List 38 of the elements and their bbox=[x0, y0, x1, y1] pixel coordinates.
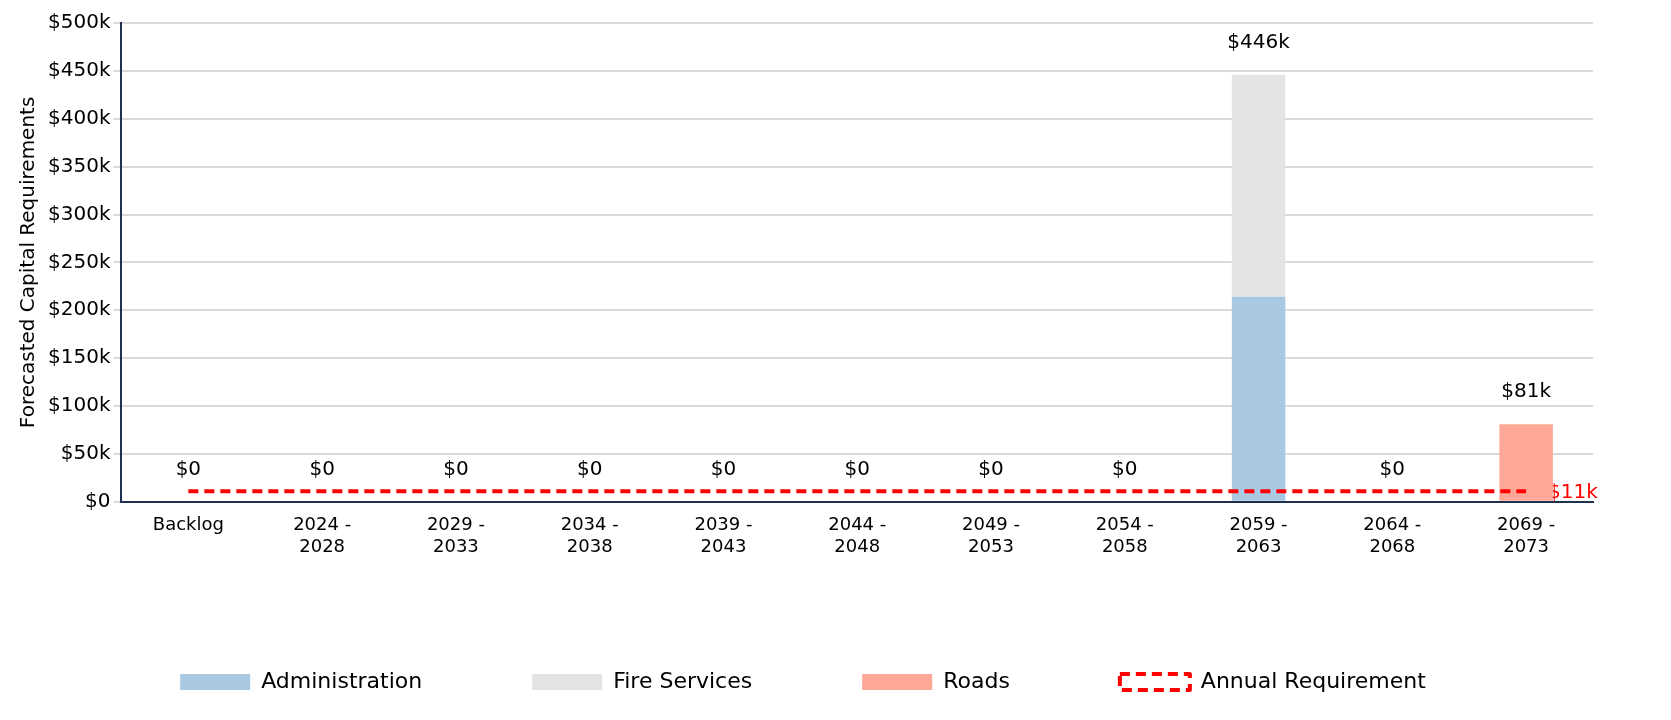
y-tick-label: $450k bbox=[48, 57, 111, 82]
legend-label: Annual Requirement bbox=[1200, 667, 1427, 693]
y-tick-label: $350k bbox=[48, 152, 111, 177]
legend-label: Fire Services bbox=[613, 667, 753, 693]
y-tick-label: $400k bbox=[48, 104, 111, 129]
x-tick-label: 2039 - 2043 bbox=[694, 513, 753, 556]
x-tick-label: 2034 - 2038 bbox=[560, 513, 619, 556]
y-tick-label: $150k bbox=[48, 344, 111, 369]
total-label: $81k bbox=[1501, 378, 1552, 403]
total-label: $0 bbox=[175, 456, 202, 480]
total-label: $0 bbox=[443, 456, 469, 480]
total-label: $446k bbox=[1227, 28, 1291, 53]
legend-label: Roads bbox=[943, 667, 1010, 693]
x-tick-label: Backlog bbox=[152, 513, 224, 535]
x-tick-label: 2064 - 2068 bbox=[1363, 513, 1422, 556]
total-label: $0 bbox=[710, 456, 737, 480]
y-tick-label: $0 bbox=[85, 488, 111, 512]
y-tick-label: $500k bbox=[48, 9, 111, 34]
x-tick-label: 2044 - 2048 bbox=[828, 513, 887, 556]
y-tick-label: $300k bbox=[48, 200, 111, 225]
total-label: $0 bbox=[576, 456, 603, 480]
total-label: $0 bbox=[844, 456, 870, 480]
y-tick-label: $200k bbox=[48, 296, 111, 321]
x-tick-label: 2069 - 2073 bbox=[1497, 513, 1556, 556]
legend-label: Administration bbox=[261, 667, 423, 693]
y-axis-title: Forecasted Capital Requirements bbox=[15, 96, 40, 429]
x-tick-label: 2029 - 2033 bbox=[426, 513, 485, 556]
y-tick-label: $50k bbox=[60, 440, 111, 465]
x-tick-label: 2059 - 2063 bbox=[1229, 513, 1288, 556]
x-tick-label: 2054 - 2058 bbox=[1095, 513, 1154, 556]
y-tick-label: $250k bbox=[48, 248, 111, 273]
total-label: $0 bbox=[1379, 456, 1406, 480]
total-label: $0 bbox=[309, 456, 335, 480]
x-tick-label: 2049 - 2053 bbox=[962, 513, 1021, 556]
y-tick-label: $100k bbox=[48, 392, 111, 417]
total-label: $0 bbox=[978, 456, 1004, 480]
total-label: $0 bbox=[1112, 456, 1138, 480]
x-tick-label: 2024 - 2028 bbox=[293, 513, 352, 556]
